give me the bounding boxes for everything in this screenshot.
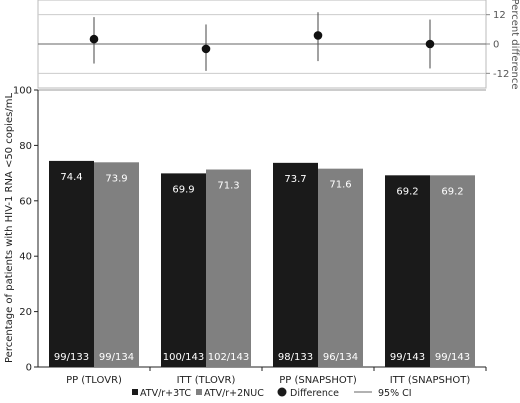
bar-count-label: 99/143 xyxy=(390,352,425,363)
bar-count-label: 99/134 xyxy=(99,352,134,363)
difference-axis-label: Percent difference xyxy=(509,0,520,90)
category-label: ITT (TLOVR) xyxy=(177,375,236,386)
bar xyxy=(206,169,251,367)
response-panel: 0 20 40 60 80 100 74.4 99/133 69.9 100/143 73.7 98/… xyxy=(13,86,487,386)
bar-value-label: 74.4 xyxy=(60,172,82,183)
bar-value-label: 71.6 xyxy=(329,180,351,191)
difference-tick-label: 0 xyxy=(493,40,499,51)
legend-label: 95% CI xyxy=(378,388,412,399)
bar xyxy=(161,173,206,367)
category-label: PP (SNAPSHOT) xyxy=(279,375,357,386)
y-tick-label: 100 xyxy=(13,86,32,97)
legend-swatch xyxy=(277,387,287,397)
bar xyxy=(49,160,94,367)
category-label: ITT (SNAPSHOT) xyxy=(390,375,471,386)
y-tick-label: 80 xyxy=(19,141,32,152)
bar xyxy=(385,175,430,367)
legend-label: Difference xyxy=(290,388,339,399)
y-tick-label: 60 xyxy=(19,196,32,207)
bar-value-label: 69.2 xyxy=(396,186,418,197)
difference-point xyxy=(425,39,435,49)
bar-count-label: 102/143 xyxy=(208,352,250,363)
bar xyxy=(94,162,139,367)
difference-tick-label: 12 xyxy=(493,10,506,21)
bar-value-label: 69.2 xyxy=(441,186,463,197)
legend-swatch xyxy=(196,389,202,395)
y-tick-label: 40 xyxy=(19,252,32,263)
response-axis-label: Percentage of patients with HIV-1 RNA <5… xyxy=(4,93,15,363)
legend: ATV/r+3TC ATV/r+2NUC Difference 95% CI xyxy=(132,387,412,399)
bar-count-label: 98/133 xyxy=(278,352,313,363)
bar xyxy=(318,168,363,367)
legend-label: ATV/r+2NUC xyxy=(204,388,264,399)
bar-value-label: 73.9 xyxy=(105,173,127,184)
bar xyxy=(273,162,318,367)
difference-tick-label: -12 xyxy=(493,69,509,80)
bar xyxy=(430,175,475,367)
y-tick-label: 20 xyxy=(19,307,32,318)
y-tick-label: 0 xyxy=(26,363,32,374)
category-label: PP (TLOVR) xyxy=(66,375,122,386)
legend-label: ATV/r+3TC xyxy=(140,388,191,399)
bar-count-label: 96/134 xyxy=(323,352,358,363)
difference-panel: 12 0 -12 xyxy=(37,0,509,89)
difference-point xyxy=(201,44,211,54)
bar-value-label: 71.3 xyxy=(217,180,239,191)
bar-count-label: 100/143 xyxy=(163,352,205,363)
bar-count-label: 99/133 xyxy=(54,352,89,363)
difference-point xyxy=(89,34,99,44)
bar-value-label: 73.7 xyxy=(284,174,306,185)
legend-swatch xyxy=(132,389,138,395)
bar-count-label: 99/143 xyxy=(435,352,470,363)
bar-value-label: 69.9 xyxy=(172,184,194,195)
difference-point xyxy=(313,31,323,40)
